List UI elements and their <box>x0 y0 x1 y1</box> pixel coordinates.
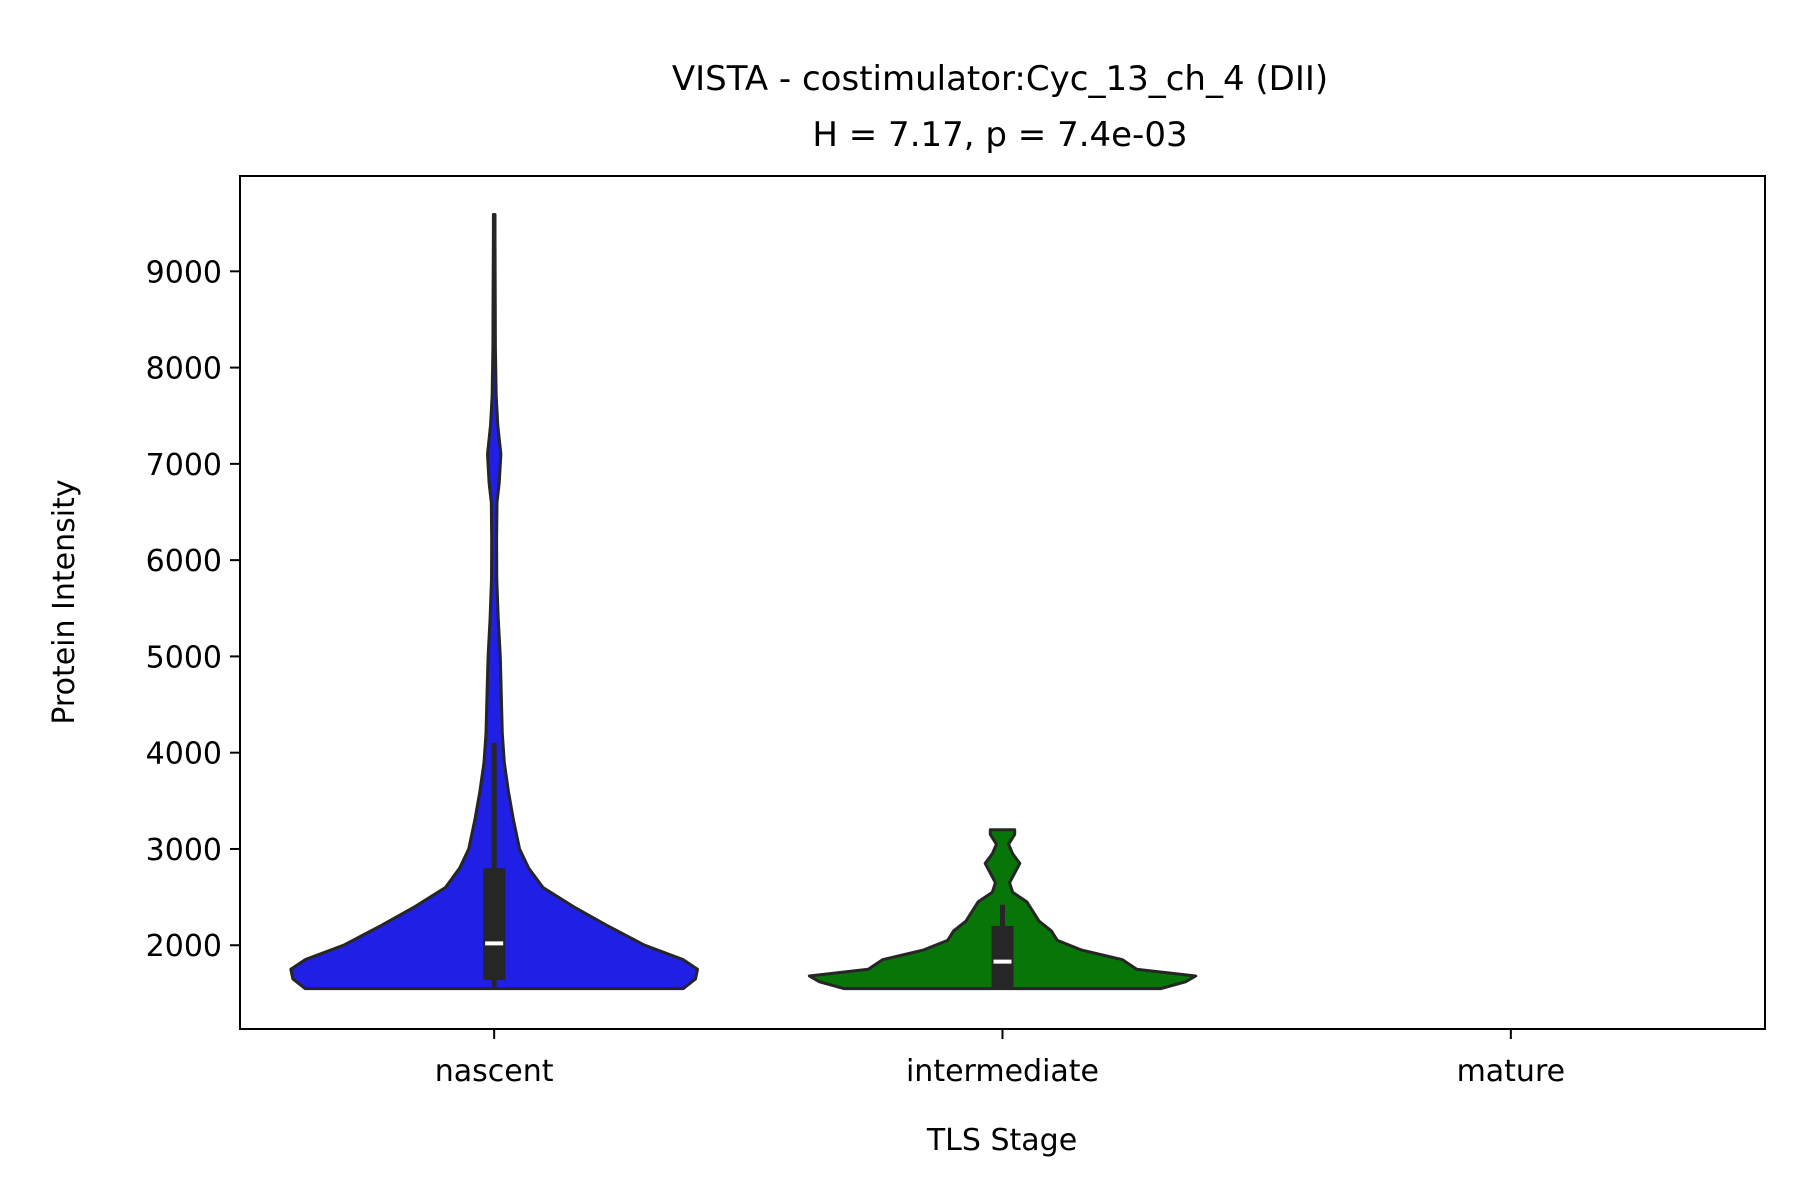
y-tick-label: 8000 <box>146 352 222 387</box>
y-tick-label: 6000 <box>146 544 222 579</box>
iqr-box-nascent <box>483 868 506 980</box>
y-tick-label: 3000 <box>146 833 222 868</box>
chart-subtitle: H = 7.17, p = 7.4e-03 <box>812 115 1187 155</box>
y-tick-label: 4000 <box>146 737 222 772</box>
iqr-box-intermediate <box>991 925 1014 988</box>
plot-layer <box>289 213 1198 991</box>
x-tick-label: intermediate <box>906 1054 1099 1089</box>
x-tick-label: mature <box>1457 1054 1566 1089</box>
y-tick-label: 5000 <box>146 640 222 675</box>
y-tick-label: 7000 <box>146 448 222 483</box>
x-tick-label: nascent <box>435 1054 554 1089</box>
x-axis-label: TLS Stage <box>926 1123 1077 1158</box>
y-axis-label: Protein Intensity <box>47 479 82 724</box>
y-tick-label: 9000 <box>146 255 222 290</box>
x-axis: nascent intermediate mature <box>435 1029 1565 1089</box>
violin-nascent <box>289 213 699 991</box>
chart-title: VISTA - costimulator:Cyc_13_ch_4 (DII) <box>672 59 1328 99</box>
y-tick-label: 2000 <box>146 929 222 964</box>
y-axis: 2000 3000 4000 5000 6000 7000 8000 9000 <box>146 255 240 964</box>
